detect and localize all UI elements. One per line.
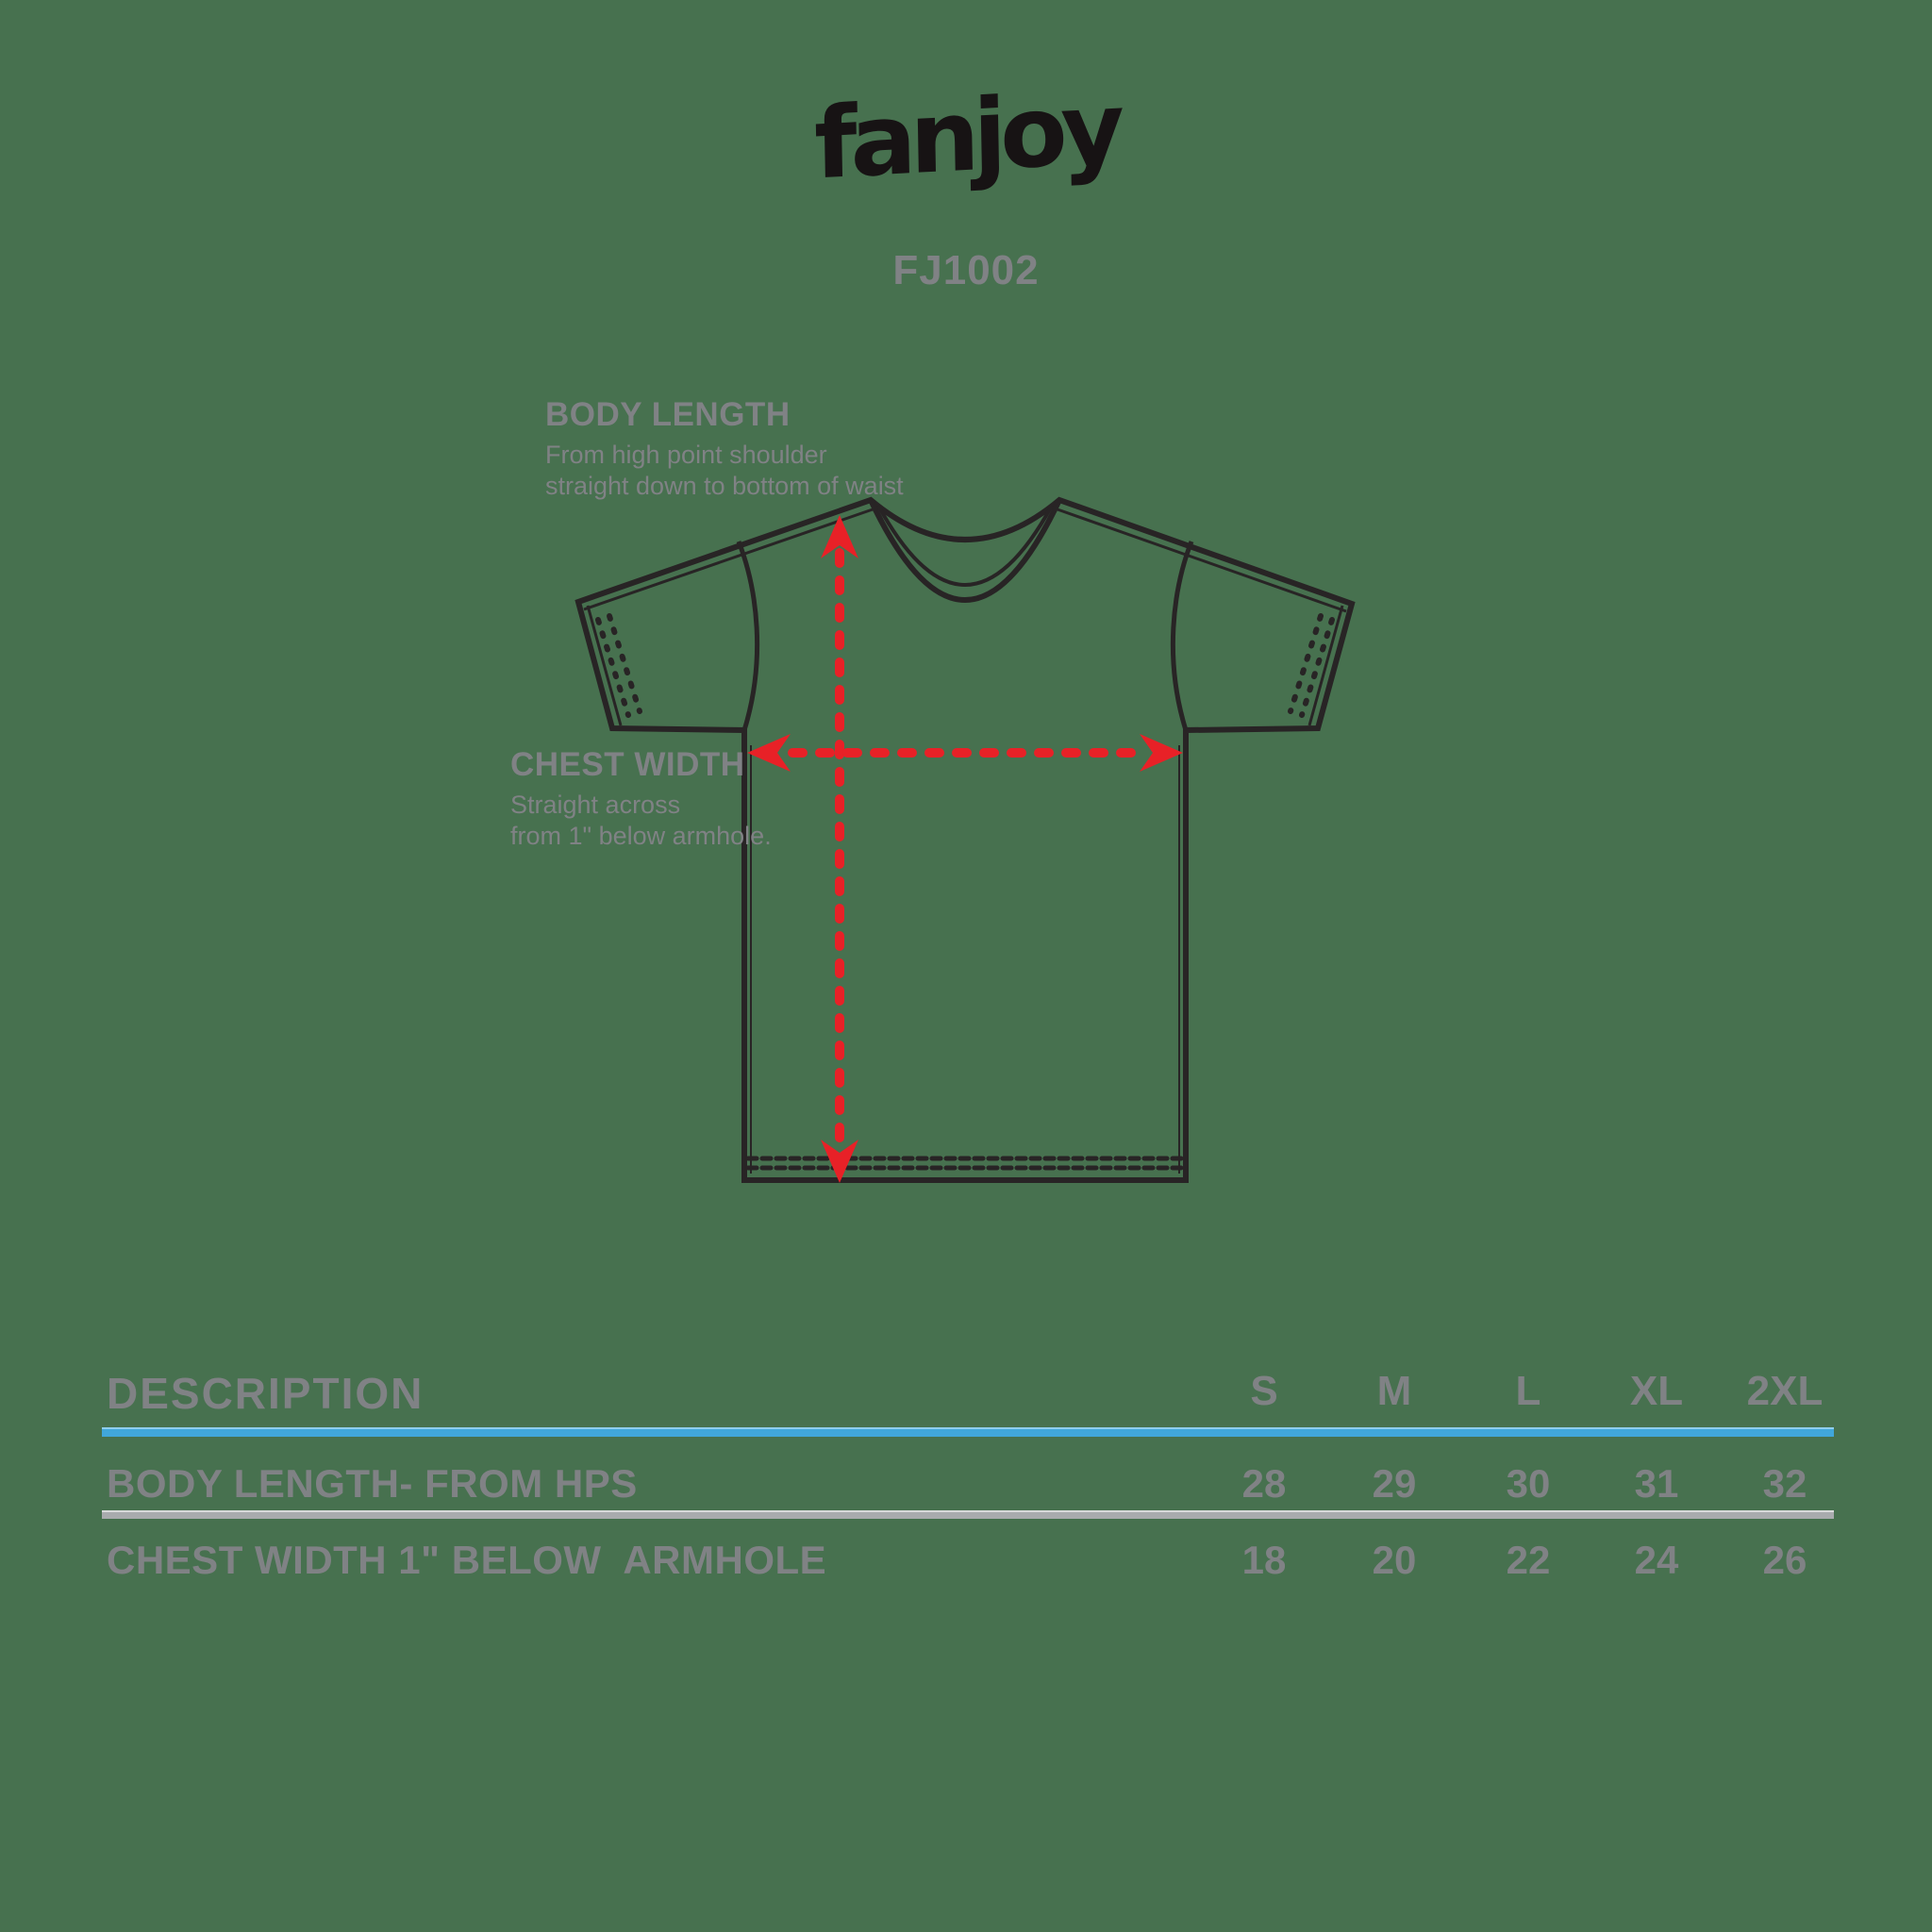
chest-width-desc-line1: Straight across (510, 791, 681, 819)
body-length-annotation: BODY LENGTH From high point shoulder str… (545, 396, 941, 502)
table-header-size-m: M (1376, 1368, 1412, 1414)
table-header-size-s: S (1250, 1368, 1278, 1414)
table-header-size-l: L (1515, 1368, 1541, 1414)
row-chest-width-value-2xl: 26 (1762, 1538, 1807, 1582)
table-header-size-2xl: 2XL (1746, 1368, 1824, 1414)
body-length-desc-line2: straight down to bottom of waist (545, 471, 904, 500)
arrow-up-head (821, 515, 858, 558)
row-chest-width-value-m: 20 (1372, 1538, 1417, 1582)
row-body-length-value-l: 30 (1506, 1461, 1551, 1506)
row-body-length-value-m: 29 (1372, 1461, 1417, 1506)
silver-divider-line (102, 1510, 1834, 1519)
tshirt-outline (575, 496, 1356, 1183)
row-chest-width-value-s: 18 (1241, 1538, 1287, 1582)
row-body-length-label: BODY LENGTH- FROM HPS (107, 1461, 638, 1506)
tshirt-stitching (595, 613, 1335, 1171)
chest-width-desc-line2: from 1" below armhole. (510, 821, 772, 850)
row-chest-width-label: CHEST WIDTH 1" BELOW ARMHOLE (107, 1538, 827, 1582)
row-body-length-value-2xl: 32 (1762, 1461, 1807, 1506)
chest-width-title: CHEST WIDTH (510, 746, 745, 783)
row-body-length-value-xl: 31 (1634, 1461, 1679, 1506)
arrow-right-head (1140, 734, 1183, 772)
body-length-desc-line1: From high point shoulder (545, 441, 827, 469)
product-code: FJ1002 (892, 247, 1040, 293)
body-length-title: BODY LENGTH (545, 396, 791, 433)
row-chest-width-value-l: 22 (1506, 1538, 1551, 1582)
table-header-description: DESCRIPTION (107, 1369, 425, 1418)
arrow-left-head (747, 734, 791, 772)
chest-width-annotation: CHEST WIDTH Straight across from 1" belo… (510, 746, 793, 852)
chest-width-arrow (747, 734, 1183, 772)
row-chest-width-value-xl: 24 (1634, 1538, 1679, 1582)
table-header-size-xl: XL (1629, 1368, 1684, 1414)
arrow-down-head (821, 1140, 858, 1183)
row-body-length-value-s: 28 (1241, 1461, 1287, 1506)
body-length-arrow (821, 515, 858, 1183)
blue-divider-line (102, 1427, 1834, 1437)
